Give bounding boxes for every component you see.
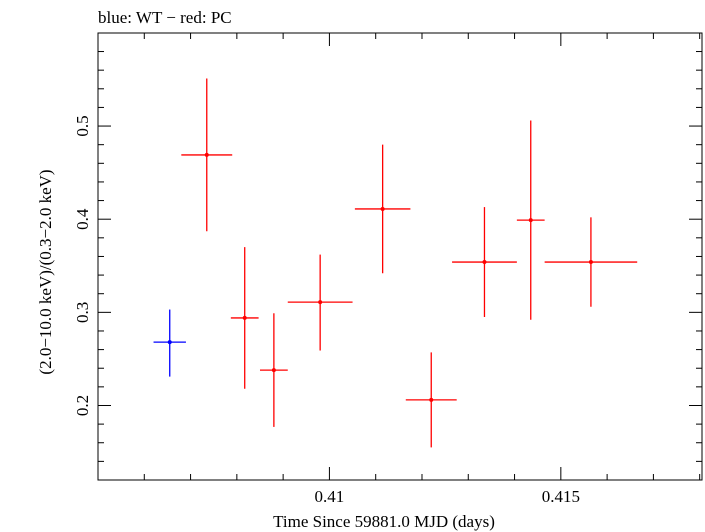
data-marks <box>153 78 638 448</box>
x-tick-label: 0.41 <box>315 487 345 506</box>
pc-data-point <box>380 206 385 211</box>
pc-data-point <box>528 218 533 223</box>
x-axis-label: Time Since 59881.0 MJD (days) <box>273 512 495 531</box>
pc-data-point <box>588 260 593 265</box>
y-tick-label: 0.2 <box>73 395 92 416</box>
pc-data-point <box>318 300 323 305</box>
y-tick-label: 0.5 <box>73 115 92 136</box>
axis-ticks: 0.41 0.415 0.2 0.3 0.4 0.5 <box>73 33 702 506</box>
y-tick-label: 0.4 <box>73 208 92 230</box>
plot-frame <box>97 32 703 481</box>
chart-title: blue: WT − red: PC <box>98 8 232 27</box>
pc-data-point <box>482 260 487 265</box>
pc-data-point <box>429 397 434 402</box>
wt-data-point <box>167 340 172 345</box>
pc-data-point <box>242 315 247 320</box>
x-tick-label: 0.415 <box>542 487 580 506</box>
y-axis-label: (2.0−10.0 keV)/(0.3−2.0 keV) <box>36 169 55 374</box>
pc-data-point <box>271 368 276 373</box>
pc-data-point <box>204 152 209 157</box>
y-tick-label: 0.3 <box>73 302 92 323</box>
